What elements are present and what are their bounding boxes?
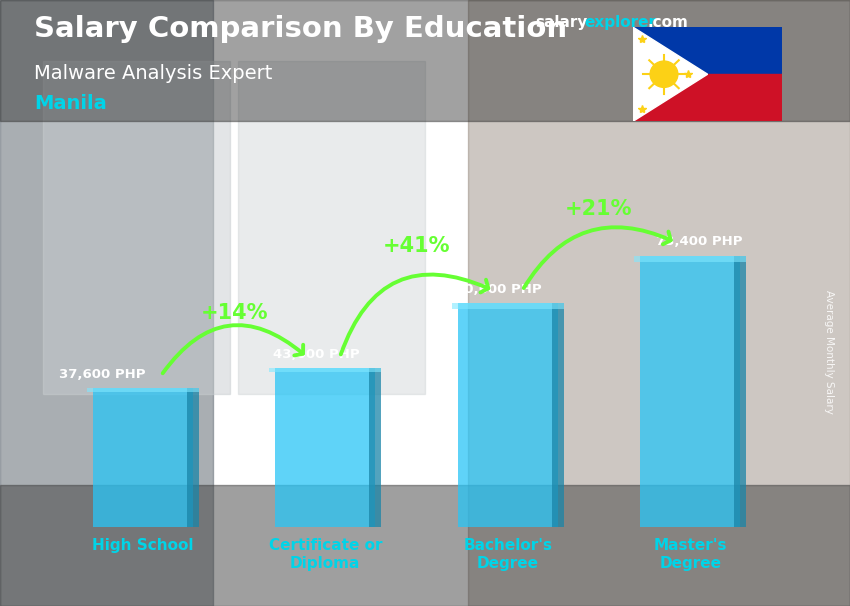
Text: Malware Analysis Expert: Malware Analysis Expert (34, 64, 272, 82)
Polygon shape (633, 27, 707, 121)
Bar (42, 61, 230, 394)
Text: salary: salary (536, 15, 588, 30)
Bar (0, 0, 212, 606)
Text: 60,600 PHP: 60,600 PHP (456, 282, 542, 296)
Text: Salary Comparison By Education: Salary Comparison By Education (34, 15, 567, 43)
Text: .com: .com (648, 15, 689, 30)
Bar (269, 368, 382, 372)
Bar (634, 256, 746, 262)
Text: 43,000 PHP: 43,000 PHP (273, 348, 360, 361)
Bar (468, 0, 850, 606)
Bar (370, 368, 382, 527)
Bar (457, 303, 558, 527)
Text: 37,600 PHP: 37,600 PHP (60, 368, 146, 381)
Bar (0, 485, 850, 606)
Bar (640, 256, 740, 527)
Bar (0, 0, 850, 121)
Text: explorer: explorer (585, 15, 657, 30)
Text: Manila: Manila (34, 94, 107, 113)
Bar (87, 388, 199, 391)
Bar (187, 388, 199, 527)
Text: +21%: +21% (565, 199, 632, 219)
Bar (275, 368, 376, 527)
Bar (552, 303, 564, 527)
Bar (451, 303, 564, 308)
Bar (734, 256, 746, 527)
Bar (238, 61, 425, 394)
Text: Average Monthly Salary: Average Monthly Salary (824, 290, 834, 413)
Bar (633, 75, 782, 121)
Text: +14%: +14% (201, 302, 268, 322)
Bar (93, 388, 193, 527)
Circle shape (650, 61, 677, 87)
Text: +41%: +41% (382, 236, 450, 256)
Bar (633, 27, 782, 75)
Text: 73,400 PHP: 73,400 PHP (656, 235, 743, 248)
